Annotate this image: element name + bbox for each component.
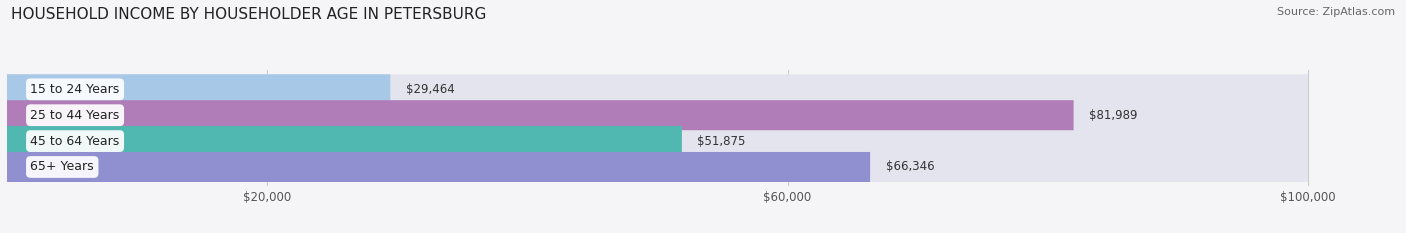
Text: $66,346: $66,346 [886, 161, 935, 174]
Text: $51,875: $51,875 [697, 135, 745, 147]
Text: HOUSEHOLD INCOME BY HOUSEHOLDER AGE IN PETERSBURG: HOUSEHOLD INCOME BY HOUSEHOLDER AGE IN P… [11, 7, 486, 22]
FancyBboxPatch shape [7, 152, 870, 182]
Text: 25 to 44 Years: 25 to 44 Years [31, 109, 120, 122]
FancyBboxPatch shape [7, 126, 682, 156]
FancyBboxPatch shape [7, 126, 1308, 156]
FancyBboxPatch shape [7, 100, 1074, 130]
FancyBboxPatch shape [7, 74, 1308, 104]
Text: Source: ZipAtlas.com: Source: ZipAtlas.com [1277, 7, 1395, 17]
FancyBboxPatch shape [7, 100, 1308, 130]
Text: $29,464: $29,464 [406, 83, 454, 96]
FancyBboxPatch shape [7, 152, 1308, 182]
Text: 45 to 64 Years: 45 to 64 Years [31, 135, 120, 147]
Text: 15 to 24 Years: 15 to 24 Years [31, 83, 120, 96]
Text: 65+ Years: 65+ Years [31, 161, 94, 174]
FancyBboxPatch shape [7, 74, 391, 104]
Text: $81,989: $81,989 [1090, 109, 1137, 122]
